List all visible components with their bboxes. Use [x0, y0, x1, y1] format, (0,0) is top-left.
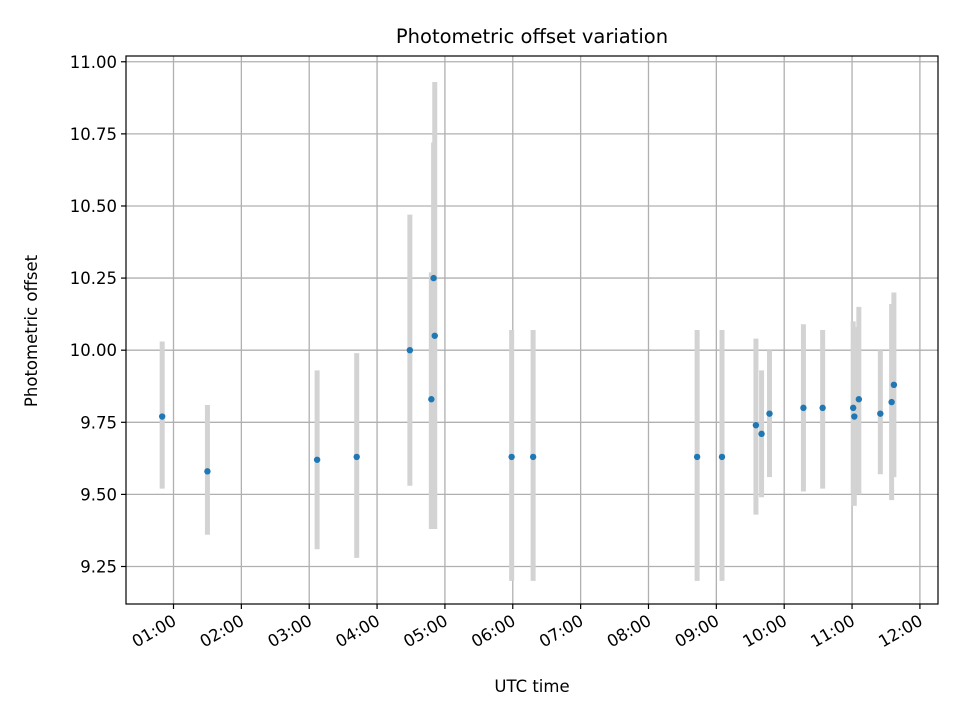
data-point — [353, 453, 360, 461]
data-point — [430, 274, 437, 282]
data-point — [313, 456, 321, 463]
data-point — [428, 396, 435, 403]
data-point — [877, 410, 884, 417]
y-axis-ticks: 9.25 9.50 9.75 10.00 10.25 10.50 10.75 11.00 — [70, 53, 126, 577]
data-point — [890, 381, 898, 388]
data-point — [718, 453, 726, 461]
y-tick-label: 9.50 — [80, 485, 117, 504]
data-point — [693, 453, 701, 461]
data-point — [758, 430, 765, 438]
y-tick-label: 10.25 — [70, 269, 117, 288]
data-point — [888, 398, 895, 406]
data-point — [819, 404, 826, 412]
chart-title: Photometric offset variation — [396, 25, 668, 48]
data-point — [158, 413, 166, 420]
x-axis-label: UTC time — [494, 677, 569, 696]
y-tick-label: 9.75 — [80, 413, 117, 432]
y-tick-label: 10.00 — [70, 341, 117, 360]
y-tick-label: 10.50 — [70, 197, 117, 216]
data-point — [204, 468, 211, 475]
plot-frame — [125, 55, 939, 605]
data-point — [431, 332, 438, 339]
data-point — [508, 453, 515, 461]
data-point — [800, 404, 807, 412]
data-point — [529, 453, 537, 461]
data-point — [752, 421, 760, 429]
data-point — [406, 346, 414, 354]
y-axis-label: Photometric offset — [22, 254, 41, 407]
data-point — [766, 410, 773, 417]
data-points — [158, 274, 898, 475]
data-point — [849, 404, 857, 412]
y-tick-label: 9.25 — [80, 558, 117, 577]
data-point — [851, 413, 858, 420]
y-tick-label: 10.75 — [70, 125, 117, 144]
data-point — [855, 396, 863, 403]
y-tick-label: 11.00 — [70, 53, 117, 72]
